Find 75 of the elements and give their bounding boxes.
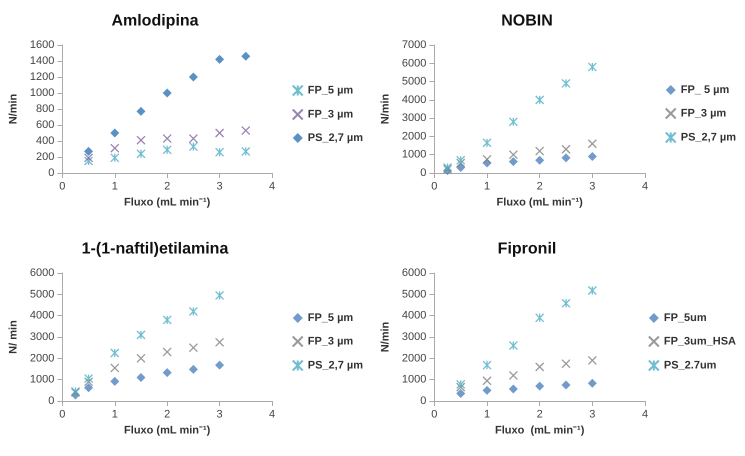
y-tick-label: 6000 [402, 57, 426, 70]
y-tick-label: 1600 [30, 39, 54, 51]
x-tick-label: 3 [589, 180, 596, 192]
x-tick-label: 3 [216, 180, 223, 192]
y-tick-label: 1000 [30, 87, 54, 99]
y-tick-label: 7000 [402, 39, 426, 51]
y-tick-label: 3000 [402, 331, 426, 343]
y-tick-label: 1400 [30, 55, 54, 67]
legend-label: PS_2.7um [664, 360, 717, 372]
y-tick-label: 1000 [30, 374, 54, 386]
y-tick-label: 1000 [402, 374, 426, 386]
y-tick-label: 4000 [402, 310, 426, 322]
y-tick-label: 5000 [402, 76, 426, 88]
x-tick-label: 0 [59, 180, 66, 192]
x-axis-title: Fluxo (mL min⁻¹) [124, 424, 211, 436]
y-axis-title: N/min [380, 93, 392, 124]
y-tick-label: 4000 [402, 94, 426, 106]
y-axis-title: N/min [380, 321, 392, 352]
x-axis-title: Fluxo (mL min⁻¹) [124, 196, 211, 208]
x-tick-label: 4 [268, 408, 276, 420]
x-tick-label: 0 [431, 180, 438, 192]
y-tick-label: 1200 [30, 71, 54, 83]
legend-label: FP_5 µm [308, 84, 354, 96]
x-tick-label: 2 [536, 408, 543, 420]
chart-title: NOBIN [501, 12, 553, 30]
x-tick-label: 2 [164, 408, 170, 420]
x-tick-label: 3 [216, 408, 223, 420]
y-axis-title: N/ min [8, 320, 20, 354]
x-tick-label: 4 [268, 180, 276, 192]
y-tick-label: 2000 [30, 352, 54, 364]
x-tick-label: 1 [112, 180, 118, 192]
y-tick-label: 0 [48, 395, 54, 407]
legend-label: FP_ 5 µm [680, 84, 730, 96]
y-tick-label: 4000 [30, 310, 54, 322]
y-axis-title: N/min [8, 93, 20, 124]
legend-label: FP_3um_HSA [664, 336, 736, 348]
x-tick-label: 0 [59, 408, 66, 420]
x-tick-label: 1 [484, 408, 490, 420]
y-tick-label: 6000 [402, 267, 426, 279]
legend-label: FP_3 µm [680, 108, 726, 120]
y-tick-label: 2000 [402, 352, 426, 364]
y-tick-label: 6000 [30, 267, 54, 279]
y-tick-label: 5000 [402, 288, 426, 300]
x-tick-label: 2 [536, 180, 543, 192]
legend-label: FP_3 µm [308, 108, 354, 120]
x-tick-label: 3 [589, 408, 596, 420]
legend-label: FP_5 µm [308, 312, 354, 324]
x-tick-label: 2 [164, 180, 170, 192]
x-tick-label: 4 [642, 180, 648, 192]
y-tick-label: 0 [420, 167, 426, 179]
x-tick-label: 1 [112, 408, 118, 420]
x-tick-label: 0 [431, 408, 438, 420]
legend-label: PS_2,7 µm [680, 132, 736, 144]
legend-label: PS_2,7 µm [308, 360, 364, 372]
y-tick-label: 3000 [30, 331, 54, 343]
x-tick-label: 4 [642, 408, 648, 420]
x-axis-title: Fluxo (mL min⁻¹) [496, 196, 584, 208]
legend-label: PS_2,7 µm [308, 132, 364, 144]
x-tick-label: 1 [484, 180, 490, 192]
y-tick-label: 3000 [402, 112, 426, 124]
y-tick-label: 400 [36, 135, 54, 147]
x-axis-title: Fluxo (mL min⁻¹) [495, 424, 585, 436]
y-tick-label: 800 [36, 103, 54, 115]
legend-label: FP_3 µm [308, 336, 354, 348]
y-tick-label: 0 [420, 395, 426, 407]
y-tick-label: 600 [36, 119, 54, 131]
chart-title: Amlodipina [111, 12, 199, 30]
y-tick-label: 2000 [402, 130, 426, 142]
chart-title: 1-(1-naftil)etilamina [82, 240, 228, 258]
y-tick-label: 5000 [30, 288, 54, 300]
chart-title: Fipronil [498, 240, 556, 258]
y-tick-label: 200 [36, 151, 54, 163]
y-tick-label: 1000 [402, 148, 426, 161]
legend-label: FP_5um [664, 312, 707, 324]
y-tick-label: 0 [48, 167, 54, 179]
